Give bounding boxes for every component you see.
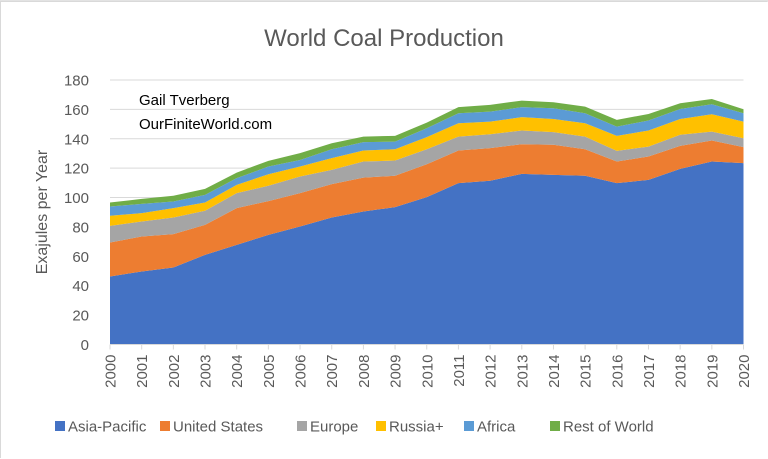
y-tick-label: 100 [64, 190, 89, 207]
x-tick-label: 2013 [514, 355, 531, 388]
area-europe [110, 130, 744, 243]
x-tick-label: 2002 [166, 355, 183, 388]
legend-label: Russia+ [389, 419, 444, 436]
y-tick-label: 20 [72, 308, 89, 325]
y-tick-label: 140 [64, 131, 89, 148]
x-tick-label: 2007 [324, 355, 341, 388]
legend-swatch [160, 421, 170, 431]
series-areas [110, 98, 744, 345]
x-tick-label: 2017 [641, 355, 658, 388]
x-tick-label: 2019 [704, 355, 721, 388]
x-tick-label: 2020 [736, 355, 753, 388]
legend-item: Europe [297, 419, 358, 436]
x-tick-label: 2014 [546, 355, 563, 388]
legend-item: Africa [464, 419, 516, 436]
x-tick-label: 2009 [388, 355, 405, 388]
x-tick-label: 2011 [451, 355, 468, 387]
y-tick-labels: 0 20 40 60 80 100 120 140 160 180 [64, 73, 89, 355]
annotation-author: Gail Tverberg [139, 92, 230, 109]
area-russia [110, 114, 744, 226]
x-tick-label: 2012 [483, 355, 500, 388]
y-tick-label: 0 [81, 337, 89, 354]
legend-swatch [464, 421, 474, 431]
x-tick-label: 2008 [356, 355, 373, 388]
chart-title: World Coal Production [264, 25, 504, 52]
legend-swatch [297, 421, 307, 431]
x-tick-label: 2010 [419, 355, 436, 388]
legend-item: United States [160, 419, 263, 436]
legend-label: Europe [310, 419, 358, 436]
y-tick-label: 40 [72, 278, 89, 295]
legend-swatch [55, 421, 65, 431]
x-tick-labels: 2000 2001 2002 2003 2004 2005 2006 2007 2008 2009… [103, 344, 753, 388]
x-tick-label: 2006 [293, 355, 310, 388]
x-tick-label: 2004 [229, 355, 246, 388]
y-tick-label: 160 [64, 102, 89, 119]
legend-swatch [376, 421, 386, 431]
x-tick-label: 2003 [198, 355, 215, 388]
area-africa [110, 104, 744, 216]
x-tick-label: 2015 [578, 355, 595, 388]
legend-label: Rest of World [563, 419, 654, 436]
area-united-states [110, 140, 744, 277]
x-tick-label: 2018 [673, 355, 690, 388]
y-tick-label: 60 [72, 249, 89, 266]
x-tick-label: 2016 [609, 355, 626, 388]
legend-label: Africa [477, 419, 516, 436]
legend-item: Asia-Pacific [55, 419, 147, 436]
annotation-website: OurFiniteWorld.com [139, 116, 272, 133]
legend: Asia-Pacific United States Europe Russia+ Af… [55, 419, 654, 436]
area-asia-pacific [110, 161, 744, 345]
y-tick-label: 80 [72, 219, 89, 236]
x-tick-label: 2005 [261, 355, 278, 388]
legend-item: Russia+ [376, 419, 444, 436]
y-tick-label: 120 [64, 161, 89, 178]
legend-label: Asia-Pacific [68, 419, 147, 436]
legend-item: Rest of World [550, 419, 654, 436]
x-tick-label: 2001 [134, 355, 151, 388]
x-tick-label: 2000 [103, 355, 120, 388]
legend-label: United States [173, 419, 263, 436]
y-tick-label: 180 [64, 73, 89, 90]
legend-swatch [550, 421, 560, 431]
y-axis-label: Exajules per Year [34, 149, 51, 274]
